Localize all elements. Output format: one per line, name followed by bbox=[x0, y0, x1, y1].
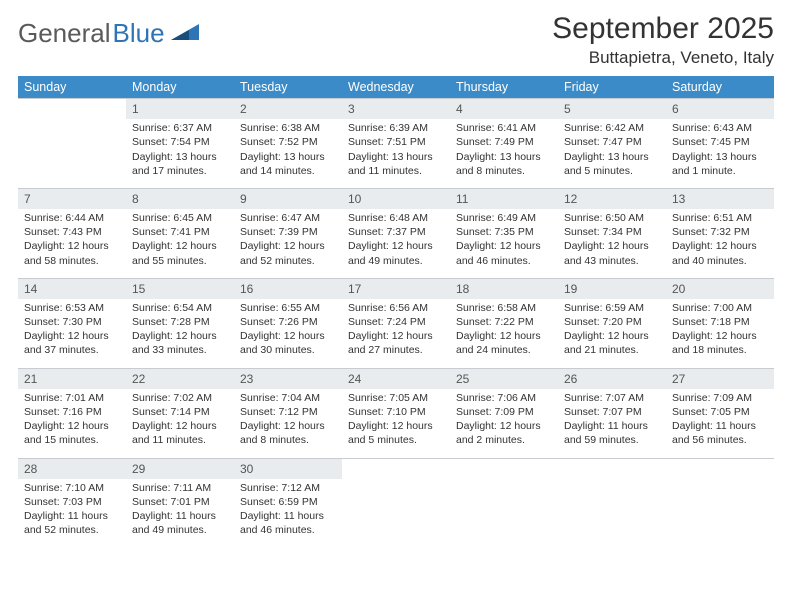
day-details: Sunrise: 6:44 AMSunset: 7:43 PMDaylight:… bbox=[18, 209, 126, 278]
weekday-header: Wednesday bbox=[342, 76, 450, 99]
day-details: Sunrise: 6:55 AMSunset: 7:26 PMDaylight:… bbox=[234, 299, 342, 368]
day-details: Sunrise: 6:47 AMSunset: 7:39 PMDaylight:… bbox=[234, 209, 342, 278]
day-details: Sunrise: 7:10 AMSunset: 7:03 PMDaylight:… bbox=[18, 479, 126, 548]
day-number: 2 bbox=[234, 99, 342, 120]
day-details: Sunrise: 6:43 AMSunset: 7:45 PMDaylight:… bbox=[666, 119, 774, 188]
day-details: Sunrise: 7:07 AMSunset: 7:07 PMDaylight:… bbox=[558, 389, 666, 458]
weekday-header: Friday bbox=[558, 76, 666, 99]
weekday-header: Monday bbox=[126, 76, 234, 99]
day-number: 6 bbox=[666, 99, 774, 120]
day-details: Sunrise: 6:56 AMSunset: 7:24 PMDaylight:… bbox=[342, 299, 450, 368]
month-title: September 2025 bbox=[552, 12, 774, 46]
day-number bbox=[558, 458, 666, 479]
daynum-row: 78910111213 bbox=[18, 188, 774, 209]
day-number: 20 bbox=[666, 278, 774, 299]
day-details: Sunrise: 6:41 AMSunset: 7:49 PMDaylight:… bbox=[450, 119, 558, 188]
day-details: Sunrise: 6:58 AMSunset: 7:22 PMDaylight:… bbox=[450, 299, 558, 368]
day-number: 22 bbox=[126, 368, 234, 389]
day-number: 13 bbox=[666, 188, 774, 209]
flag-icon bbox=[171, 18, 199, 49]
weekday-header: Sunday bbox=[18, 76, 126, 99]
day-number: 11 bbox=[450, 188, 558, 209]
day-number: 12 bbox=[558, 188, 666, 209]
day-details: Sunrise: 6:48 AMSunset: 7:37 PMDaylight:… bbox=[342, 209, 450, 278]
day-number: 28 bbox=[18, 458, 126, 479]
detail-row: Sunrise: 6:53 AMSunset: 7:30 PMDaylight:… bbox=[18, 299, 774, 368]
day-number: 26 bbox=[558, 368, 666, 389]
day-details: Sunrise: 6:38 AMSunset: 7:52 PMDaylight:… bbox=[234, 119, 342, 188]
day-number: 19 bbox=[558, 278, 666, 299]
title-block: September 2025 Buttapietra, Veneto, Ital… bbox=[552, 12, 774, 68]
day-details bbox=[666, 479, 774, 548]
day-number: 24 bbox=[342, 368, 450, 389]
day-number: 18 bbox=[450, 278, 558, 299]
day-details: Sunrise: 6:45 AMSunset: 7:41 PMDaylight:… bbox=[126, 209, 234, 278]
day-details: Sunrise: 6:49 AMSunset: 7:35 PMDaylight:… bbox=[450, 209, 558, 278]
day-number: 8 bbox=[126, 188, 234, 209]
day-details bbox=[450, 479, 558, 548]
daynum-row: 14151617181920 bbox=[18, 278, 774, 299]
day-number: 4 bbox=[450, 99, 558, 120]
day-details: Sunrise: 7:02 AMSunset: 7:14 PMDaylight:… bbox=[126, 389, 234, 458]
day-number: 16 bbox=[234, 278, 342, 299]
day-details: Sunrise: 6:59 AMSunset: 7:20 PMDaylight:… bbox=[558, 299, 666, 368]
logo: GeneralBlue bbox=[18, 12, 199, 49]
day-details: Sunrise: 7:00 AMSunset: 7:18 PMDaylight:… bbox=[666, 299, 774, 368]
day-details: Sunrise: 7:09 AMSunset: 7:05 PMDaylight:… bbox=[666, 389, 774, 458]
day-number: 9 bbox=[234, 188, 342, 209]
detail-row: Sunrise: 6:37 AMSunset: 7:54 PMDaylight:… bbox=[18, 119, 774, 188]
day-number: 3 bbox=[342, 99, 450, 120]
day-details: Sunrise: 6:50 AMSunset: 7:34 PMDaylight:… bbox=[558, 209, 666, 278]
day-details bbox=[342, 479, 450, 548]
day-number: 23 bbox=[234, 368, 342, 389]
daynum-row: 123456 bbox=[18, 99, 774, 120]
day-number: 27 bbox=[666, 368, 774, 389]
day-details: Sunrise: 6:39 AMSunset: 7:51 PMDaylight:… bbox=[342, 119, 450, 188]
day-details: Sunrise: 7:01 AMSunset: 7:16 PMDaylight:… bbox=[18, 389, 126, 458]
day-details bbox=[558, 479, 666, 548]
day-number: 29 bbox=[126, 458, 234, 479]
day-details: Sunrise: 7:06 AMSunset: 7:09 PMDaylight:… bbox=[450, 389, 558, 458]
header: GeneralBlue September 2025 Buttapietra, … bbox=[18, 12, 774, 68]
day-details bbox=[18, 119, 126, 188]
day-number: 10 bbox=[342, 188, 450, 209]
logo-text-blue: Blue bbox=[113, 18, 165, 49]
day-number bbox=[18, 99, 126, 120]
detail-row: Sunrise: 7:10 AMSunset: 7:03 PMDaylight:… bbox=[18, 479, 774, 548]
day-details: Sunrise: 6:37 AMSunset: 7:54 PMDaylight:… bbox=[126, 119, 234, 188]
day-number: 21 bbox=[18, 368, 126, 389]
day-number bbox=[666, 458, 774, 479]
day-number: 5 bbox=[558, 99, 666, 120]
day-number: 7 bbox=[18, 188, 126, 209]
weekday-header: Thursday bbox=[450, 76, 558, 99]
day-details: Sunrise: 7:05 AMSunset: 7:10 PMDaylight:… bbox=[342, 389, 450, 458]
day-number: 14 bbox=[18, 278, 126, 299]
day-number: 17 bbox=[342, 278, 450, 299]
day-details: Sunrise: 6:54 AMSunset: 7:28 PMDaylight:… bbox=[126, 299, 234, 368]
day-details: Sunrise: 6:53 AMSunset: 7:30 PMDaylight:… bbox=[18, 299, 126, 368]
day-number: 25 bbox=[450, 368, 558, 389]
detail-row: Sunrise: 6:44 AMSunset: 7:43 PMDaylight:… bbox=[18, 209, 774, 278]
location: Buttapietra, Veneto, Italy bbox=[552, 48, 774, 68]
daynum-row: 21222324252627 bbox=[18, 368, 774, 389]
day-number: 30 bbox=[234, 458, 342, 479]
day-number: 15 bbox=[126, 278, 234, 299]
calendar-table: Sunday Monday Tuesday Wednesday Thursday… bbox=[18, 76, 774, 547]
day-number bbox=[450, 458, 558, 479]
day-details: Sunrise: 7:12 AMSunset: 6:59 PMDaylight:… bbox=[234, 479, 342, 548]
weekday-header: Saturday bbox=[666, 76, 774, 99]
weekday-header: Tuesday bbox=[234, 76, 342, 99]
detail-row: Sunrise: 7:01 AMSunset: 7:16 PMDaylight:… bbox=[18, 389, 774, 458]
day-number: 1 bbox=[126, 99, 234, 120]
day-details: Sunrise: 7:11 AMSunset: 7:01 PMDaylight:… bbox=[126, 479, 234, 548]
weekday-header-row: Sunday Monday Tuesday Wednesday Thursday… bbox=[18, 76, 774, 99]
day-details: Sunrise: 7:04 AMSunset: 7:12 PMDaylight:… bbox=[234, 389, 342, 458]
day-number bbox=[342, 458, 450, 479]
daynum-row: 282930 bbox=[18, 458, 774, 479]
day-details: Sunrise: 6:42 AMSunset: 7:47 PMDaylight:… bbox=[558, 119, 666, 188]
day-details: Sunrise: 6:51 AMSunset: 7:32 PMDaylight:… bbox=[666, 209, 774, 278]
logo-text-general: General bbox=[18, 18, 111, 49]
